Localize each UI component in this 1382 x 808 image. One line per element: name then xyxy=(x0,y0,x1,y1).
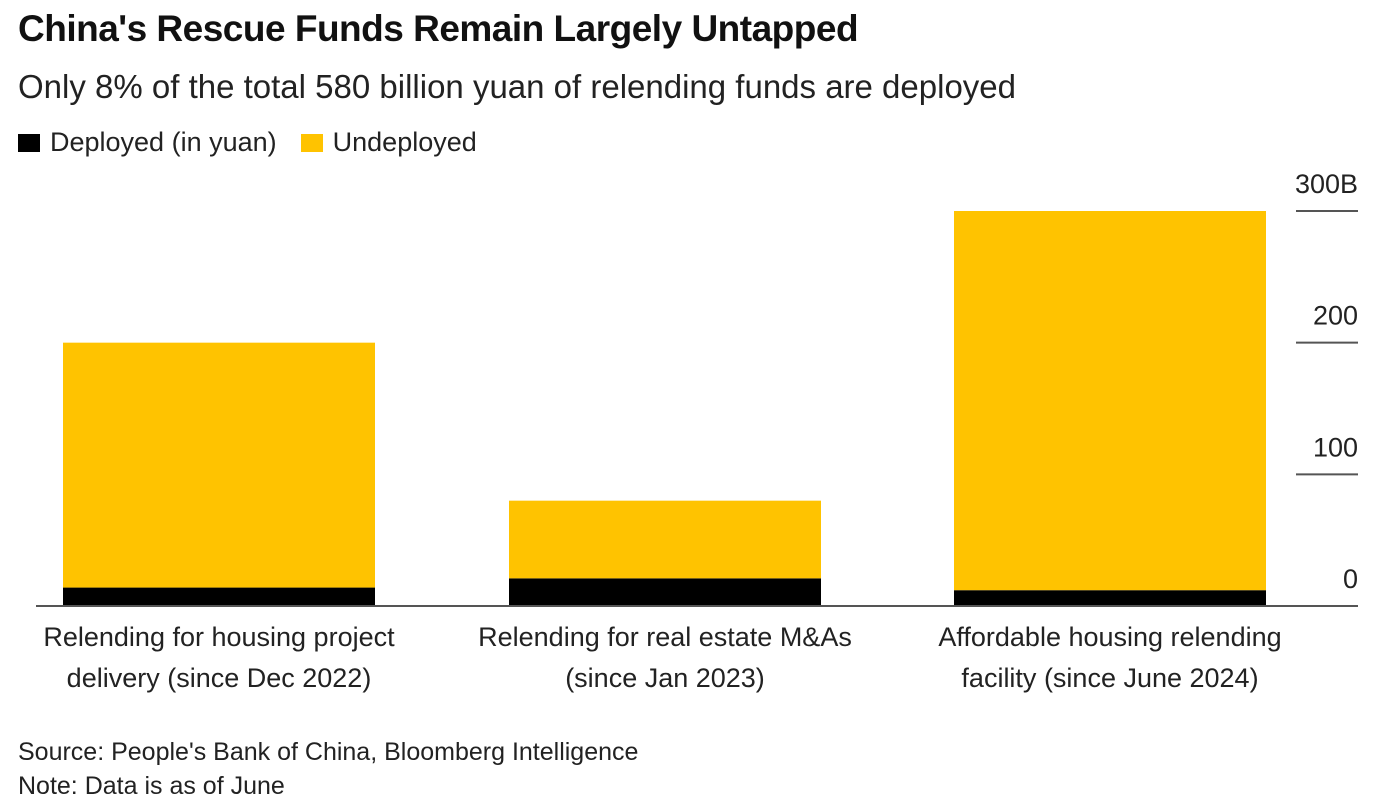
bars xyxy=(63,211,1266,606)
category-label-3-line-1: Affordable housing relending xyxy=(938,622,1281,652)
category-label-2-line-1: Relending for real estate M&As xyxy=(478,622,852,652)
legend-label-undeployed: Undeployed xyxy=(332,127,477,157)
category-label-3-line-2: facility (since June 2024) xyxy=(961,663,1258,693)
data-note: Note: Data is as of June xyxy=(18,772,285,800)
bar-deployed-2 xyxy=(509,578,821,606)
legend-label-deployed: Deployed (in yuan) xyxy=(50,127,277,157)
y-tick-label-0: 0 xyxy=(1343,564,1358,594)
category-labels: Relending for housing project delivery (s… xyxy=(43,622,1281,693)
y-tick-label-200: 200 xyxy=(1313,301,1358,331)
bar-chart: 0 100 200 300B Relending for housing projec… xyxy=(36,169,1358,693)
legend-item-undeployed: Undeployed xyxy=(300,127,477,158)
bar-undeployed-3 xyxy=(954,211,1266,591)
bar-undeployed-2 xyxy=(509,500,821,579)
legend: Deployed (in yuan) Undeployed xyxy=(18,127,501,158)
category-label-1-line-1: Relending for housing project xyxy=(43,622,395,652)
bar-deployed-3 xyxy=(954,590,1266,606)
y-tick-label-100: 100 xyxy=(1313,432,1358,462)
bar-deployed-1 xyxy=(63,587,375,606)
y-tick-label-300: 300B xyxy=(1295,169,1358,199)
category-label-1-line-2: delivery (since Dec 2022) xyxy=(67,663,372,693)
source-note: Source: People's Bank of China, Bloomber… xyxy=(18,738,639,766)
legend-item-deployed: Deployed (in yuan) xyxy=(18,127,277,158)
legend-swatch-deployed xyxy=(18,133,40,152)
category-label-2-line-2: (since Jan 2023) xyxy=(565,663,765,693)
y-axis: 0 100 200 300B xyxy=(1295,169,1358,594)
legend-swatch-undeployed xyxy=(300,133,323,152)
chart-title: China's Rescue Funds Remain Largely Unta… xyxy=(18,8,859,49)
bar-undeployed-1 xyxy=(63,342,375,588)
chart-subtitle: Only 8% of the total 580 billion yuan of… xyxy=(18,68,1017,105)
